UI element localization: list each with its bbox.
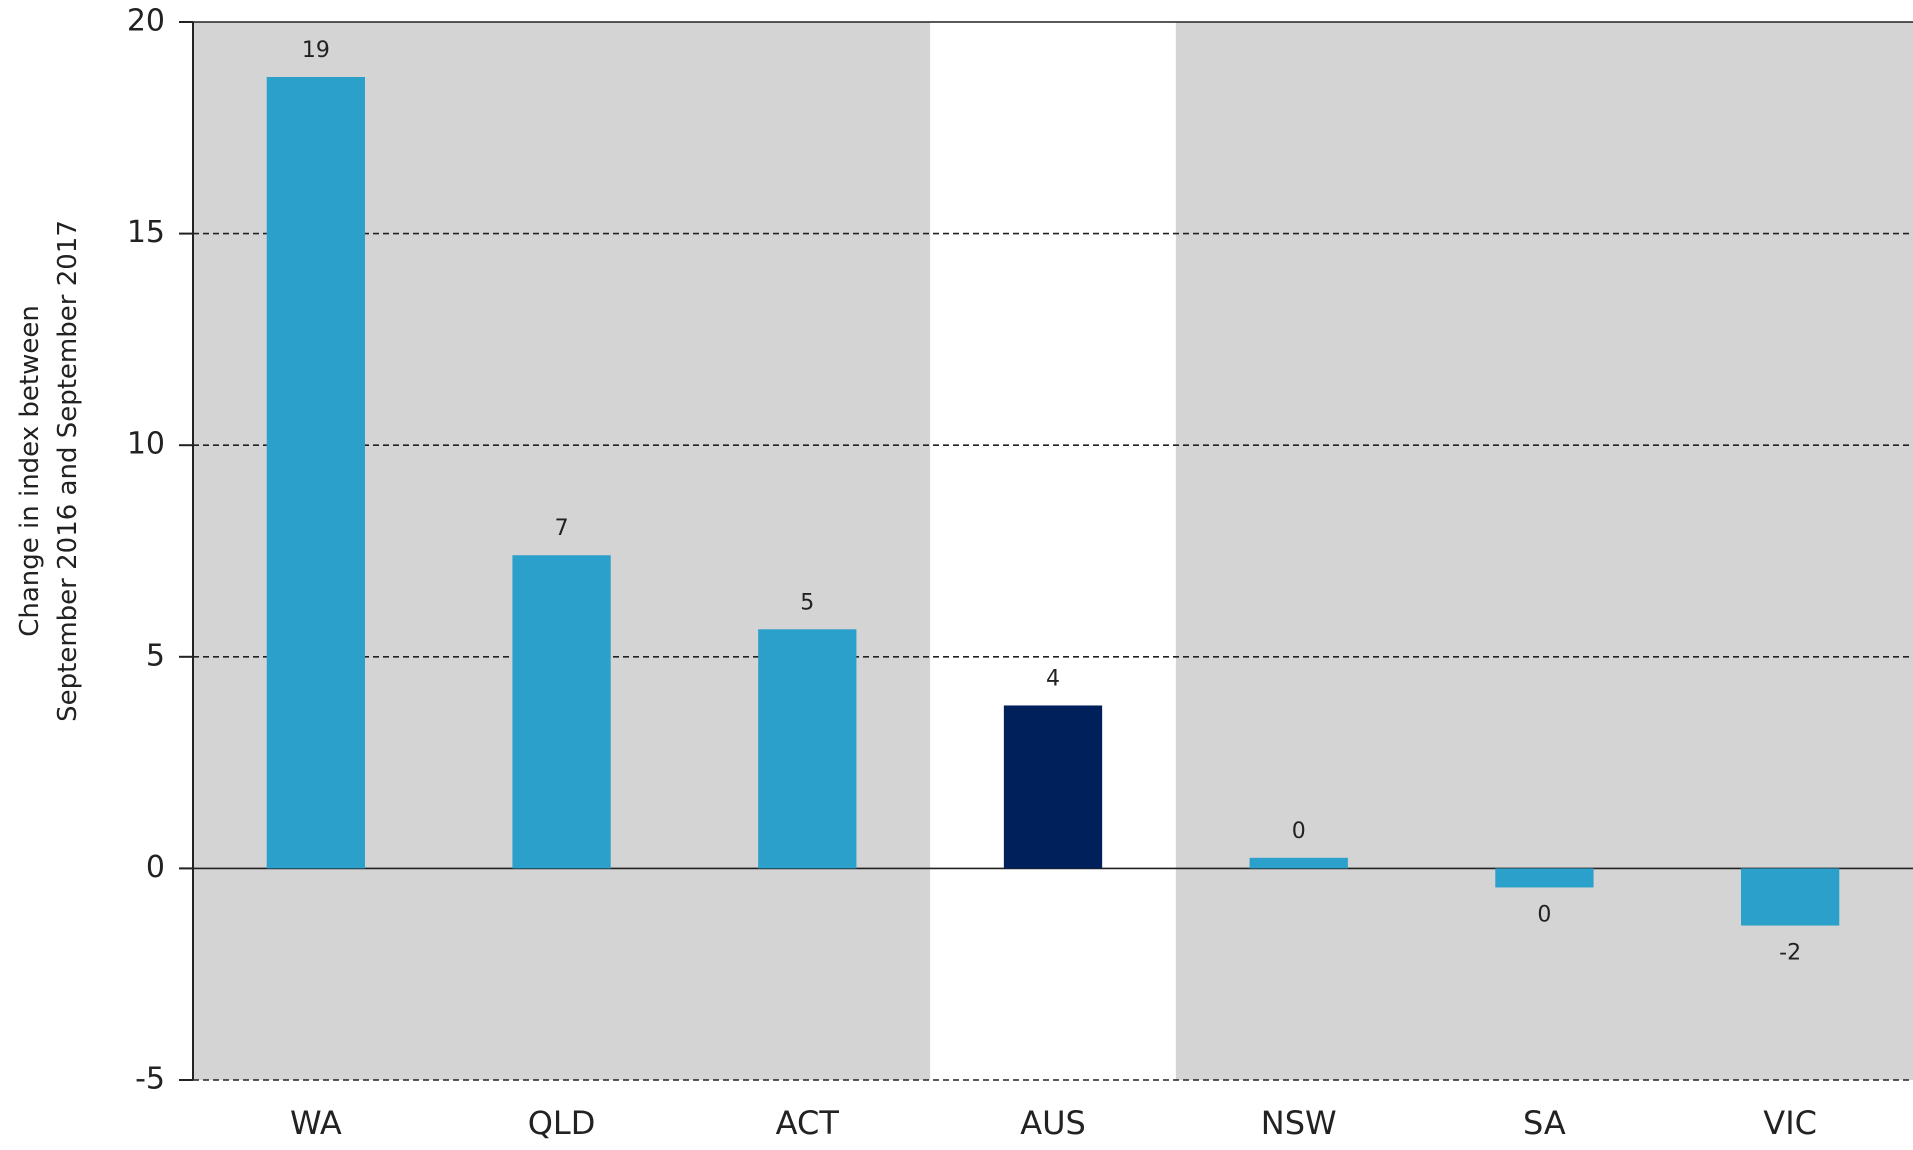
y-tick-label: 20	[127, 4, 165, 39]
band-background	[1421, 22, 1668, 1080]
y-tick-label: -5	[135, 1062, 165, 1097]
y-tick-label: 0	[146, 850, 165, 885]
x-tick-label: ACT	[776, 1104, 840, 1142]
value-label: -2	[1779, 941, 1801, 966]
band-background	[930, 22, 1177, 1080]
value-label: 0	[1292, 819, 1306, 844]
band-background	[684, 22, 931, 1080]
x-tick-label: SA	[1523, 1104, 1566, 1142]
bar	[1249, 857, 1348, 869]
x-tick-label: AUS	[1020, 1104, 1086, 1142]
y-axis-label: Change in index between September 2016 an…	[15, 220, 83, 722]
x-tick-label: WA	[290, 1104, 342, 1142]
value-label: 5	[800, 590, 814, 615]
value-label: 0	[1537, 902, 1551, 927]
y-tick-label: 10	[127, 427, 165, 462]
bar	[758, 629, 857, 869]
bar	[1741, 868, 1840, 926]
value-label: 7	[555, 516, 569, 541]
y-axis-label-line: Change in index between	[15, 305, 45, 637]
y-axis-label-line: September 2016 and September 2017	[53, 220, 83, 722]
bar	[1495, 868, 1594, 888]
value-label: 4	[1046, 666, 1060, 691]
band-background	[438, 22, 685, 1080]
bar	[1003, 705, 1103, 869]
band-background	[1175, 22, 1423, 1080]
x-tick-label: VIC	[1763, 1104, 1817, 1142]
x-tick-label: QLD	[528, 1104, 596, 1142]
bar	[266, 77, 365, 869]
bar	[512, 555, 611, 869]
x-tick-label: NSW	[1261, 1104, 1337, 1142]
y-tick-label: 15	[127, 215, 165, 250]
value-label: 19	[302, 38, 330, 63]
y-tick-label: 5	[146, 638, 165, 673]
